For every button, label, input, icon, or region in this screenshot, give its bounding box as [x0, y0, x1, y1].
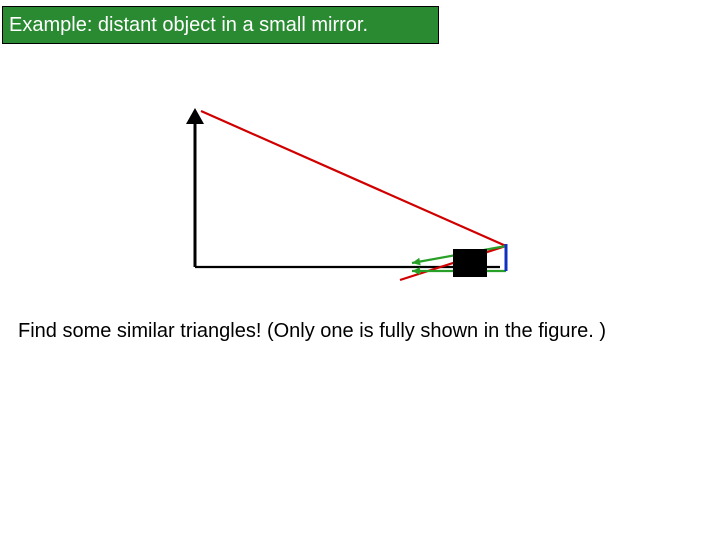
green-ray-top-head — [412, 258, 421, 266]
mirror-square — [453, 249, 487, 277]
instruction-text: Find some similar triangles! (Only one i… — [18, 318, 658, 344]
diagram-container — [0, 0, 720, 540]
red-ray-incident — [201, 111, 506, 246]
diagram-svg — [0, 0, 720, 540]
